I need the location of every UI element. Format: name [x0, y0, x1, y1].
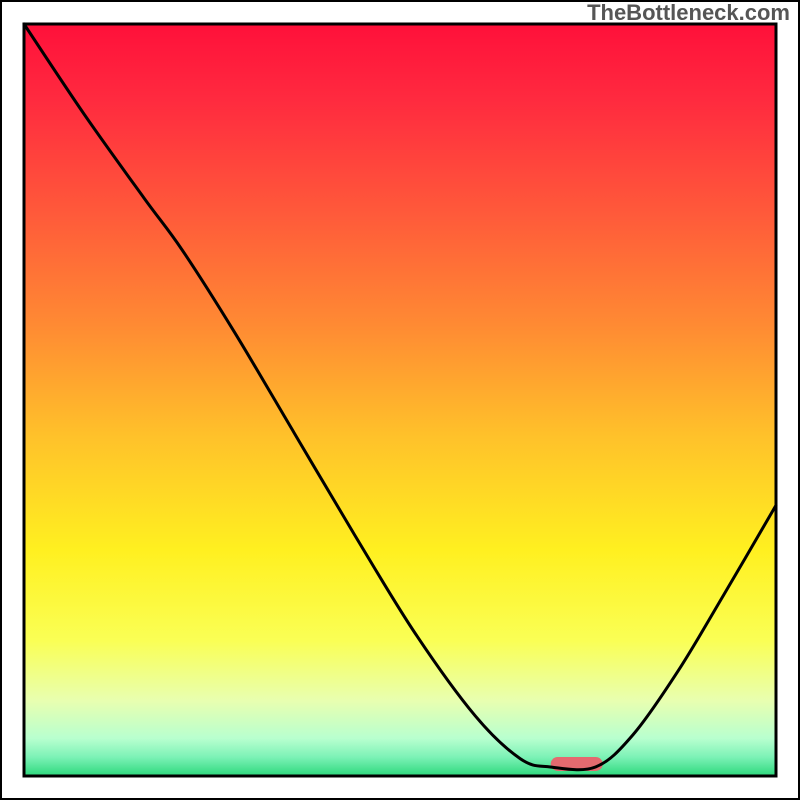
attribution-text: TheBottleneck.com: [587, 0, 790, 26]
gradient-background: [24, 24, 776, 776]
chart-svg: [0, 0, 800, 800]
canvas: TheBottleneck.com: [0, 0, 800, 800]
